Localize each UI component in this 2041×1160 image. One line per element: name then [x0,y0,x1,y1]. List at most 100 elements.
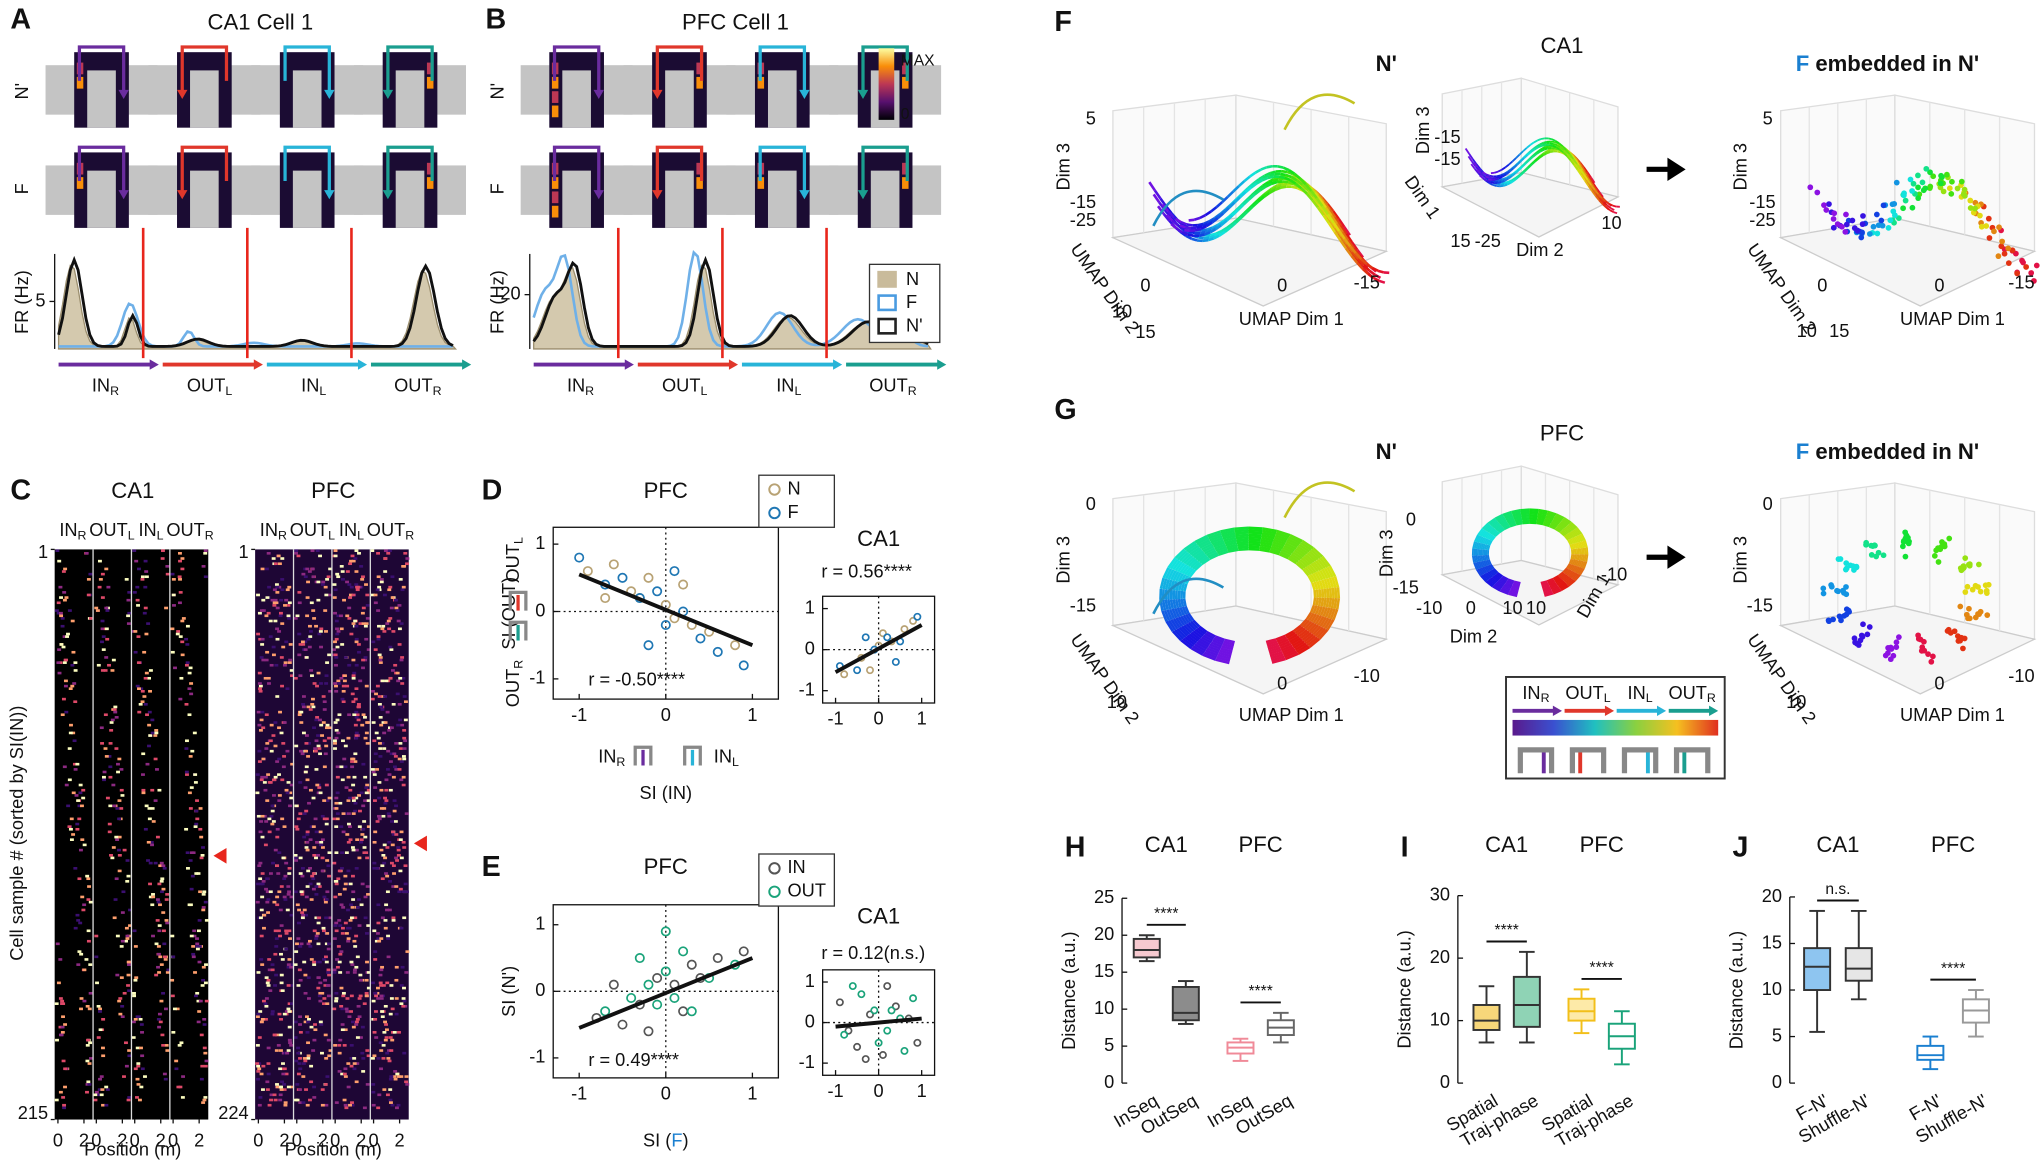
fit-line [835,1016,922,1029]
trajectory-segment [1483,573,1490,581]
heatmap-cell [64,710,69,714]
trajectory-segment [1179,224,1186,229]
heatmap-cell [58,1033,63,1037]
heatmap-cell [119,807,124,810]
trajectory-segment [1316,206,1325,217]
trajectory-segment [1553,141,1559,145]
heatmap-cell [61,1096,66,1099]
heatmap-cell [264,976,269,979]
heatmap-cell [384,872,388,875]
heatmap-cell [306,1020,311,1024]
trajectory-segment [1193,216,1201,222]
x-axis-label: SI (IN) [639,783,692,803]
heatmap-cell [355,1036,360,1039]
heatmap-cell [374,994,379,998]
heatmap-cell [379,994,384,998]
heatmap-cell [180,653,185,657]
label-part: F [1796,51,1810,76]
heatmap-cell [402,729,407,732]
trajectory-segment [1301,557,1311,566]
embedded-point [1909,204,1916,211]
heatmap-cell [389,752,394,756]
embedded-point [1986,235,1993,241]
heatmap-cell [88,1041,93,1045]
heatmap-cell [345,971,350,974]
trajectory-segment [1500,576,1508,582]
heatmap-cell [387,908,392,912]
heatmap-cell [313,747,318,750]
heatmap-cell [158,864,163,868]
heatmap-cell [272,1093,277,1097]
heatmap-cell [193,825,198,828]
heatmap-cell [348,838,353,841]
heatmap-cell [299,942,304,946]
heatmap-cell [86,1038,90,1042]
heatmap-cell [314,856,318,860]
heatmap-cell [354,640,359,644]
heatmap-cell [334,999,339,1003]
trajectory-segment [1184,566,1192,576]
trajectory-segment [1285,540,1299,548]
trajectory-segment [1565,578,1573,585]
trajectory-arrow [552,45,601,92]
heatmap-cell [371,1103,376,1107]
heatmap-cell [333,549,338,553]
heatmap-cell [374,1036,379,1039]
scatter-point [730,640,741,651]
heatmap-cell [375,588,380,592]
trajectory-segment [1205,549,1217,557]
heatmap-cell [202,890,207,894]
heatmap-cell [101,1054,106,1058]
heatmap-cell [391,885,396,888]
heatmap-cell [278,1098,283,1102]
heatmap-cell [184,703,189,706]
heatmap-cell [287,1025,292,1029]
route-icon [1569,747,1607,774]
label-main: IN [567,376,585,396]
heatmap-cell [264,614,269,618]
trajectory-segment [1493,523,1501,530]
heatmap-cell [378,716,383,719]
trajectory-segment [1185,556,1195,566]
heatmap-cell [310,567,315,571]
heatmap-cell [287,872,292,875]
trajectory-segment [1296,179,1304,186]
heatmap-cell [398,887,403,891]
heatmap-cell [324,682,329,685]
embedded-point [1928,658,1935,665]
heatmap-cell [56,981,61,985]
heatmap-cell [386,955,391,959]
heatmap-cell [201,906,206,909]
trajectory-segment [1368,269,1376,276]
heatmap-cell [57,648,62,651]
heatmap-cell [294,549,299,553]
heatmap-cell [300,916,305,920]
heatmap-cell [300,640,305,644]
trajectory-segment [1507,578,1515,583]
trajectory-segment [1191,237,1198,242]
heatmap-cell [353,801,358,805]
heatmap-cell [326,994,331,998]
heatmap-cell [362,1106,367,1110]
tick-label-3d: 0 [1934,275,1944,295]
heatmap-cell [267,781,272,784]
heatmap-cell [72,682,77,685]
heatmap-cell [381,1057,386,1060]
heatmap-cell [87,1083,92,1086]
heatmap-cell [75,762,80,766]
heatmap-cell [405,950,410,953]
heatmap-cell [275,835,280,839]
heatmap-cell [336,731,341,735]
trajectory-segment [1587,175,1594,183]
heatmap-cell [389,606,394,610]
heatmap-cell [127,611,132,615]
heatmap-cell [301,1062,306,1065]
trajectory-segment [1259,548,1270,553]
trajectory-segment [1576,542,1580,549]
heatmap-cell [135,1077,140,1081]
trajectory-segment [1521,517,1530,520]
heatmap-cell [280,578,285,581]
trajectory-segment [1183,624,1193,634]
heatmap-cell [86,898,91,901]
scatter-point [643,572,654,583]
